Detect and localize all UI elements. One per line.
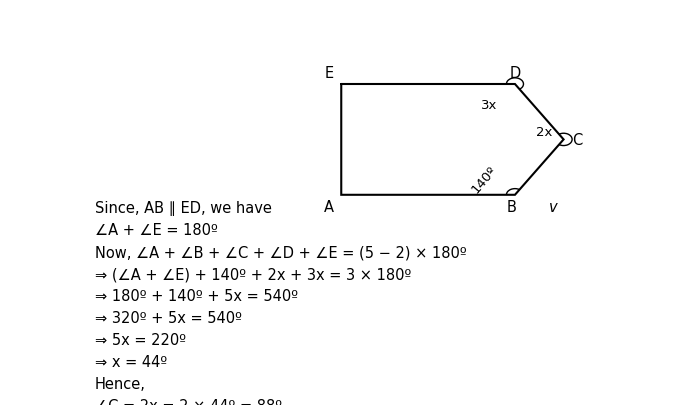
Text: E: E [324, 65, 334, 80]
Text: ⇒ 5x = 220º: ⇒ 5x = 220º [95, 332, 186, 347]
Text: ∠A + ∠E = 180º: ∠A + ∠E = 180º [95, 223, 218, 238]
Text: v: v [549, 200, 557, 215]
Text: 3x: 3x [481, 99, 497, 112]
Text: D: D [510, 65, 521, 80]
Text: A: A [324, 200, 334, 215]
Text: C: C [573, 132, 583, 147]
Text: Since, AB ∥ ED, we have: Since, AB ∥ ED, we have [95, 201, 272, 215]
Text: ⇒ x = 44º: ⇒ x = 44º [95, 354, 167, 369]
Text: B: B [507, 200, 516, 215]
Text: ⇒ (∠A + ∠E) + 140º + 2x + 3x = 3 × 180º: ⇒ (∠A + ∠E) + 140º + 2x + 3x = 3 × 180º [95, 266, 411, 281]
Text: ⇒ 180º + 140º + 5x = 540º: ⇒ 180º + 140º + 5x = 540º [95, 288, 298, 303]
Text: 2x: 2x [536, 126, 553, 139]
Text: 140º: 140º [469, 163, 499, 195]
Text: Hence,: Hence, [95, 376, 146, 391]
Text: Now, ∠A + ∠B + ∠C + ∠D + ∠E = (5 − 2) × 180º: Now, ∠A + ∠B + ∠C + ∠D + ∠E = (5 − 2) × … [95, 245, 466, 260]
Text: ⇒ 320º + 5x = 540º: ⇒ 320º + 5x = 540º [95, 310, 242, 325]
Text: ∠C = 2x = 2 × 44º = 88º: ∠C = 2x = 2 × 44º = 88º [95, 398, 282, 405]
